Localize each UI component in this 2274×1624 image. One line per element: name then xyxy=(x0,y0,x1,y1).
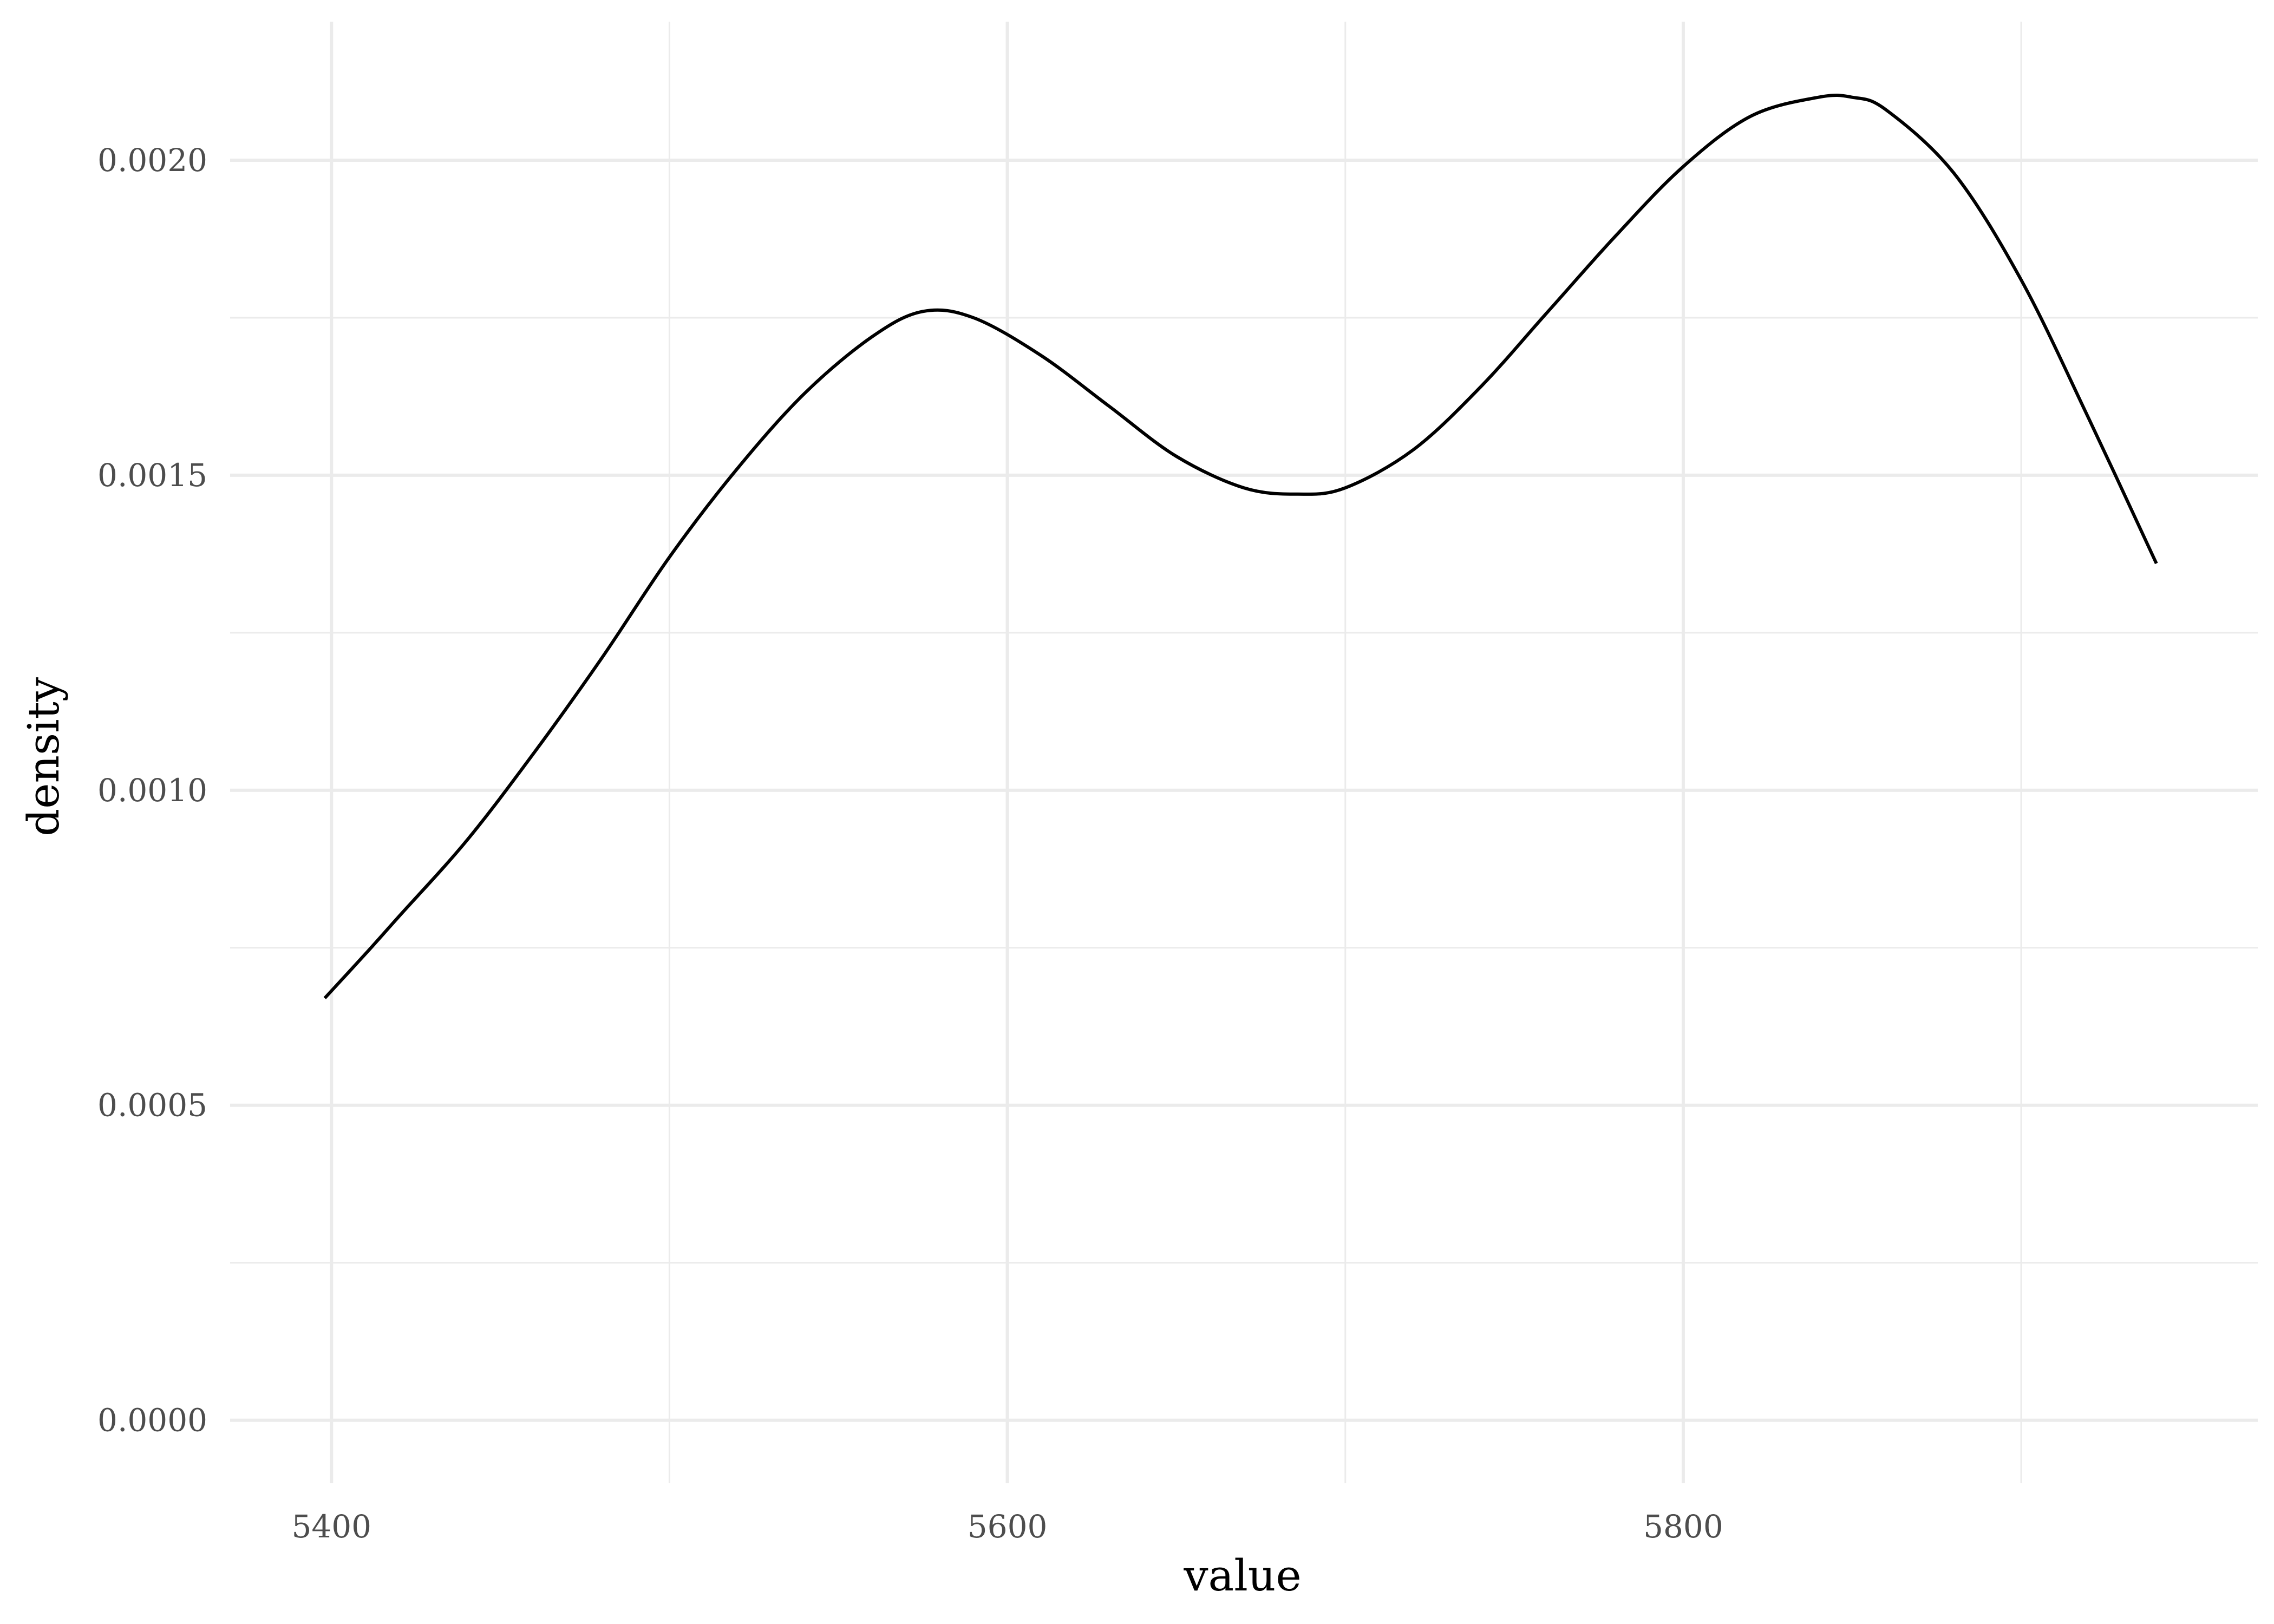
x-tick-label: 5400 xyxy=(291,1508,371,1545)
x-tick-label: 5600 xyxy=(968,1508,1048,1545)
plot-area xyxy=(323,94,2158,999)
y-axis-title: density xyxy=(18,677,69,836)
y-tick-label: 0.0005 xyxy=(97,1087,207,1124)
x-axis-title: value xyxy=(1183,1550,1301,1601)
grid xyxy=(230,22,2258,1483)
x-axis-ticks: 5400 5600 5800 xyxy=(291,1508,1723,1545)
y-tick-label: 0.0015 xyxy=(97,457,207,494)
y-tick-label: 0.0000 xyxy=(97,1402,207,1439)
density-line xyxy=(323,94,2158,999)
y-tick-label: 0.0020 xyxy=(97,142,207,179)
y-tick-label: 0.0010 xyxy=(97,772,207,809)
x-tick-label: 5800 xyxy=(1643,1508,1723,1545)
y-axis-ticks: 0.0000 0.0005 0.0010 0.0015 0.0020 xyxy=(97,142,207,1439)
